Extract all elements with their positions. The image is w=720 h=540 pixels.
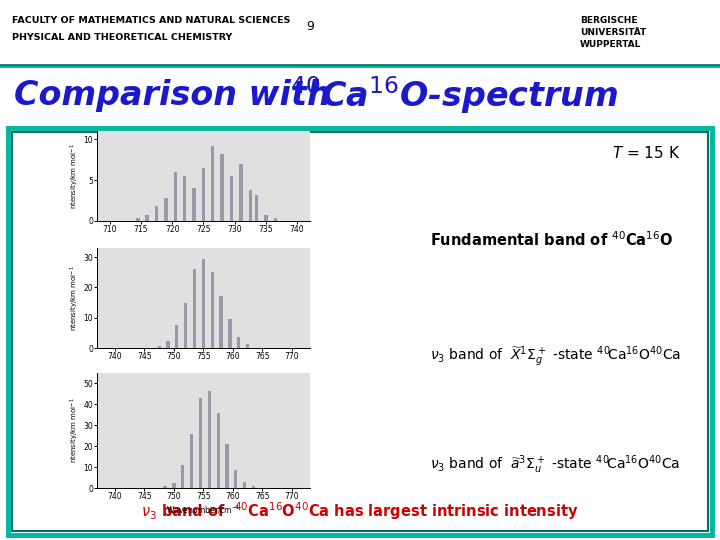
Bar — [274, 218, 277, 221]
Bar — [246, 345, 249, 348]
Bar — [174, 172, 177, 221]
Bar — [252, 487, 255, 488]
Bar — [225, 444, 229, 488]
Bar — [145, 215, 149, 221]
Bar — [220, 296, 222, 348]
Text: WUPPERTAL: WUPPERTAL — [580, 40, 642, 49]
Bar — [248, 190, 252, 221]
Text: BERGISCHE: BERGISCHE — [580, 16, 637, 25]
Bar — [264, 215, 268, 221]
Bar — [166, 341, 170, 348]
Bar — [228, 319, 232, 348]
Bar — [193, 269, 196, 348]
Y-axis label: ntensity/km mol$^{-1}$: ntensity/km mol$^{-1}$ — [68, 397, 81, 463]
Bar — [183, 176, 186, 221]
Bar — [184, 302, 187, 348]
Y-axis label: ntensity/km mol$^{-1}$: ntensity/km mol$^{-1}$ — [68, 265, 81, 331]
Text: PHYSICAL AND THEORETICAL CHEMISTRY: PHYSICAL AND THEORETICAL CHEMISTRY — [12, 33, 233, 42]
Bar — [158, 346, 161, 348]
Bar — [163, 487, 166, 488]
Bar — [211, 146, 215, 221]
Bar — [175, 325, 179, 348]
Bar — [181, 465, 184, 488]
Bar — [220, 154, 224, 221]
Text: $^{40}$Ca$^{16}$O-spectrum: $^{40}$Ca$^{16}$O-spectrum — [290, 74, 618, 116]
Text: Comparison with: Comparison with — [14, 78, 343, 111]
Bar — [255, 195, 258, 221]
Bar — [136, 218, 140, 221]
Text: $\mathit{T}$ = 15 K: $\mathit{T}$ = 15 K — [612, 145, 680, 161]
Text: FACULTY OF MATHEMATICS AND NATURAL SCIENCES: FACULTY OF MATHEMATICS AND NATURAL SCIEN… — [12, 16, 290, 25]
Bar — [172, 483, 176, 488]
Bar — [155, 206, 158, 221]
Text: $\nu_3$ band of  $\widetilde{a}^3\Sigma_u^+$ -state $^{40}\!$Ca$^{16}$O$^{40}$Ca: $\nu_3$ band of $\widetilde{a}^3\Sigma_u… — [430, 454, 680, 476]
Text: UNIVERSITÄT: UNIVERSITÄT — [580, 28, 647, 37]
Bar — [237, 338, 240, 348]
Bar — [190, 434, 193, 488]
Bar — [164, 198, 168, 221]
Bar — [230, 176, 233, 221]
Bar — [234, 470, 238, 488]
Bar — [199, 398, 202, 488]
Text: Fundamental band of $^{40}$Ca$^{16}$O: Fundamental band of $^{40}$Ca$^{16}$O — [430, 231, 673, 249]
Bar — [207, 391, 211, 488]
Bar — [239, 164, 243, 221]
Bar — [192, 188, 196, 221]
Text: $\nu_3$ band of  $\widetilde{X}^1\Sigma_g^+$ -state $^{40}\!$Ca$^{16}$O$^{40}$Ca: $\nu_3$ band of $\widetilde{X}^1\Sigma_g… — [430, 345, 681, 368]
Bar — [211, 272, 214, 348]
Text: $\nu_3$ band of  $^{40}$Ca$^{16}$O$^{40}$Ca has largest intrinsic intensity: $\nu_3$ band of $^{40}$Ca$^{16}$O$^{40}$… — [141, 500, 579, 522]
Text: 9: 9 — [306, 19, 314, 32]
Y-axis label: ntensity/km mol$^{-1}$: ntensity/km mol$^{-1}$ — [68, 143, 81, 209]
X-axis label: Wavenumber/cm$^{-1}$: Wavenumber/cm$^{-1}$ — [166, 504, 240, 516]
Bar — [202, 168, 205, 221]
Bar — [202, 259, 205, 348]
Bar — [243, 482, 246, 488]
Bar — [217, 413, 220, 488]
